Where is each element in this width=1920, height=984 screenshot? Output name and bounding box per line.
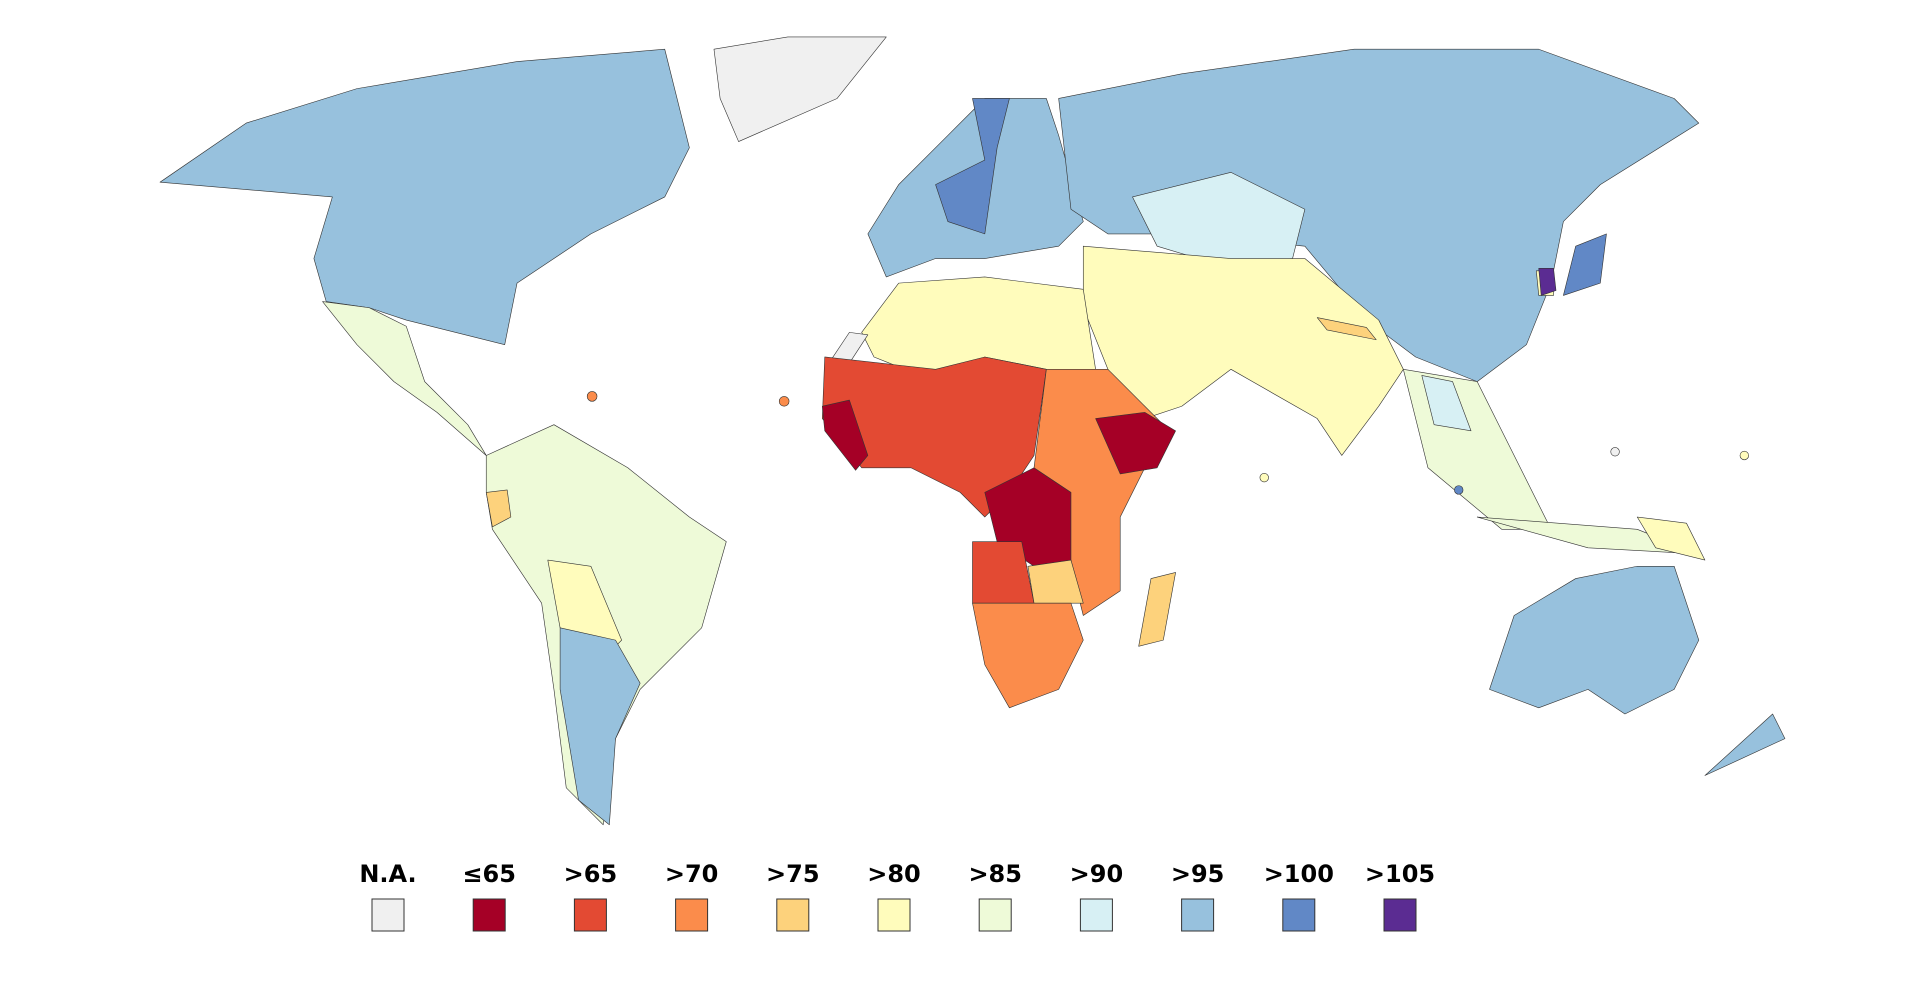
australia [1489,565,1700,715]
legend-label: >105 [1365,860,1435,888]
legend-label: >90 [1070,860,1124,888]
legend-label: >65 [564,860,618,888]
legend-swatch [776,898,810,932]
legend-swatch [675,898,709,932]
legend: N.A. ≤65 >65 >70 >75 >80 >85 >90 >95 >100 >105 [359,860,1435,932]
legend-swatch [1282,898,1316,932]
legend-swatch [1079,898,1113,932]
legend-label: >75 [766,860,820,888]
island [1610,447,1620,457]
west-africa-coast [822,399,869,471]
legend-swatch [371,898,405,932]
island [1739,450,1749,461]
central-europe-scandinavia [935,98,1010,235]
island [778,396,790,407]
greenland [713,36,887,142]
legend-label: ≤65 [462,860,516,888]
island [1454,485,1464,495]
island [1259,473,1269,483]
legend-label: >85 [968,860,1022,888]
legend-swatch [877,898,911,932]
legend-label: >70 [665,860,719,888]
southern-africa [972,602,1084,709]
southeast-asia [1403,368,1552,530]
north-korea-japan [1563,233,1607,296]
legend-label: >95 [1171,860,1225,888]
argentina [559,627,641,826]
nepal [1316,317,1377,341]
papua [1636,516,1706,561]
new-zealand [1704,713,1786,776]
legend-swatch [1383,898,1417,932]
north-america [159,48,690,345]
central-america [322,301,487,456]
legend-swatch [978,898,1012,932]
legend-swatch [472,898,506,932]
legend-label: >100 [1264,860,1334,888]
madagascar [1138,572,1176,647]
vietnam-region [1421,375,1472,432]
legend-label: N.A. [359,860,416,888]
ethiopia [1095,412,1176,475]
zambia [1027,559,1084,604]
legend-swatch [1181,898,1215,932]
countries [159,36,1786,826]
korea [1538,268,1557,296]
island [586,391,598,402]
ecuador [485,489,512,528]
legend-swatch [573,898,607,932]
legend-label: >80 [867,860,921,888]
